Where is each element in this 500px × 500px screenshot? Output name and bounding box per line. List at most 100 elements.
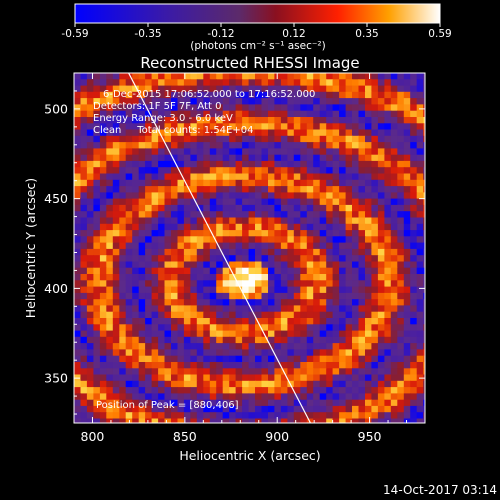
heatmap-cell xyxy=(268,98,276,105)
heatmap-cell xyxy=(171,223,179,231)
heatmap-cell xyxy=(268,355,276,363)
heatmap-cell xyxy=(112,343,120,350)
heatmap-cell xyxy=(242,179,250,187)
heatmap-cell xyxy=(358,336,366,344)
heatmap-cell xyxy=(216,198,224,206)
heatmap-cell xyxy=(287,192,295,200)
heatmap-cell xyxy=(345,160,353,168)
heatmap-cell xyxy=(403,324,411,332)
heatmap-cell xyxy=(177,412,185,420)
heatmap-cell xyxy=(216,255,224,263)
heatmap-cell xyxy=(390,412,398,420)
heatmap-cell xyxy=(106,148,114,156)
heatmap-cell xyxy=(410,186,418,193)
y-axis-label: Heliocentric Y (arcsec) xyxy=(23,178,38,318)
heatmap-cell xyxy=(99,255,107,263)
heatmap-cell xyxy=(416,405,424,413)
heatmap-cell xyxy=(358,255,366,263)
heatmap-cell xyxy=(229,242,237,250)
heatmap-cell xyxy=(125,204,133,212)
heatmap-cell xyxy=(242,192,250,200)
heatmap-cell xyxy=(384,223,392,231)
heatmap-cell xyxy=(397,73,405,80)
heatmap-cell xyxy=(248,186,256,193)
heatmap-cell xyxy=(390,336,398,344)
heatmap-cell xyxy=(319,198,327,206)
heatmap-cell xyxy=(209,129,217,137)
heatmap-cell xyxy=(365,117,373,124)
heatmap-cell xyxy=(125,292,133,300)
heatmap-cell xyxy=(132,399,140,407)
heatmap-cell xyxy=(384,299,392,307)
heatmap-cell xyxy=(403,192,411,200)
heatmap-cell xyxy=(280,142,288,149)
heatmap-cell xyxy=(132,123,140,131)
heatmap-cell xyxy=(235,336,243,344)
heatmap-cell xyxy=(106,117,114,124)
heatmap-cell xyxy=(164,104,172,112)
heatmap-cell xyxy=(339,129,347,137)
heatmap-cell xyxy=(99,299,107,307)
heatmap-cell xyxy=(80,230,88,237)
heatmap-cell xyxy=(339,399,347,407)
heatmap-cell xyxy=(274,230,282,237)
heatmap-cell xyxy=(74,236,82,244)
heatmap-cell xyxy=(151,154,159,162)
heatmap-cell xyxy=(171,299,179,307)
heatmap-cell xyxy=(416,311,424,319)
heatmap-cell xyxy=(106,267,114,275)
heatmap-cell xyxy=(158,117,166,124)
heatmap-cell xyxy=(248,311,256,319)
heatmap-cell xyxy=(339,154,347,162)
heatmap-cell xyxy=(132,387,140,394)
heatmap-cell xyxy=(306,393,314,401)
heatmap-cell xyxy=(345,148,353,156)
annotation-clean-total-counts: Clean Total counts: 1.54E+04 xyxy=(93,125,253,136)
heatmap-cell xyxy=(106,336,114,344)
heatmap-cell xyxy=(390,91,398,99)
heatmap-cell xyxy=(248,217,256,225)
heatmap-cell xyxy=(235,393,243,401)
heatmap-cell xyxy=(132,374,140,382)
heatmap-cell xyxy=(274,267,282,275)
heatmap-cell xyxy=(319,79,327,87)
heatmap-cell xyxy=(313,255,321,263)
heatmap-cell xyxy=(222,349,230,357)
heatmap-cell xyxy=(235,311,243,319)
heatmap-cell xyxy=(235,154,243,162)
heatmap-cell xyxy=(332,104,340,112)
heatmap-cell xyxy=(164,311,172,319)
heatmap-cell xyxy=(352,393,360,401)
heatmap-cell xyxy=(384,98,392,105)
heatmap-cell xyxy=(358,110,366,118)
heatmap-cell xyxy=(93,110,101,118)
heatmap-cell xyxy=(293,123,301,131)
heatmap-cell xyxy=(190,305,198,313)
heatmap-cell xyxy=(416,192,424,200)
heatmap-cell xyxy=(274,179,282,187)
heatmap-cell xyxy=(183,73,191,80)
heatmap-cell xyxy=(274,292,282,300)
heatmap-cell xyxy=(86,274,94,281)
heatmap-cell xyxy=(74,79,82,87)
heatmap-cell xyxy=(326,418,334,423)
heatmap-cell xyxy=(352,248,360,256)
heatmap-cell xyxy=(190,336,198,344)
heatmap-cell xyxy=(119,129,127,137)
heatmap-cell xyxy=(332,98,340,105)
heatmap-cell xyxy=(352,336,360,344)
heatmap-cell xyxy=(416,299,424,307)
heatmap-cell xyxy=(416,387,424,394)
heatmap-cell xyxy=(216,324,224,332)
heatmap-cell xyxy=(145,154,153,162)
heatmap-cell xyxy=(158,405,166,413)
heatmap-cell xyxy=(74,336,82,344)
heatmap-cell xyxy=(377,274,385,281)
heatmap-cell xyxy=(365,192,373,200)
heatmap-cell xyxy=(261,173,269,181)
heatmap-cell xyxy=(190,85,198,93)
heatmap-cell xyxy=(300,255,308,263)
heatmap-cell xyxy=(203,286,211,294)
solar-limb-line xyxy=(127,73,311,423)
heatmap-cell xyxy=(80,412,88,420)
